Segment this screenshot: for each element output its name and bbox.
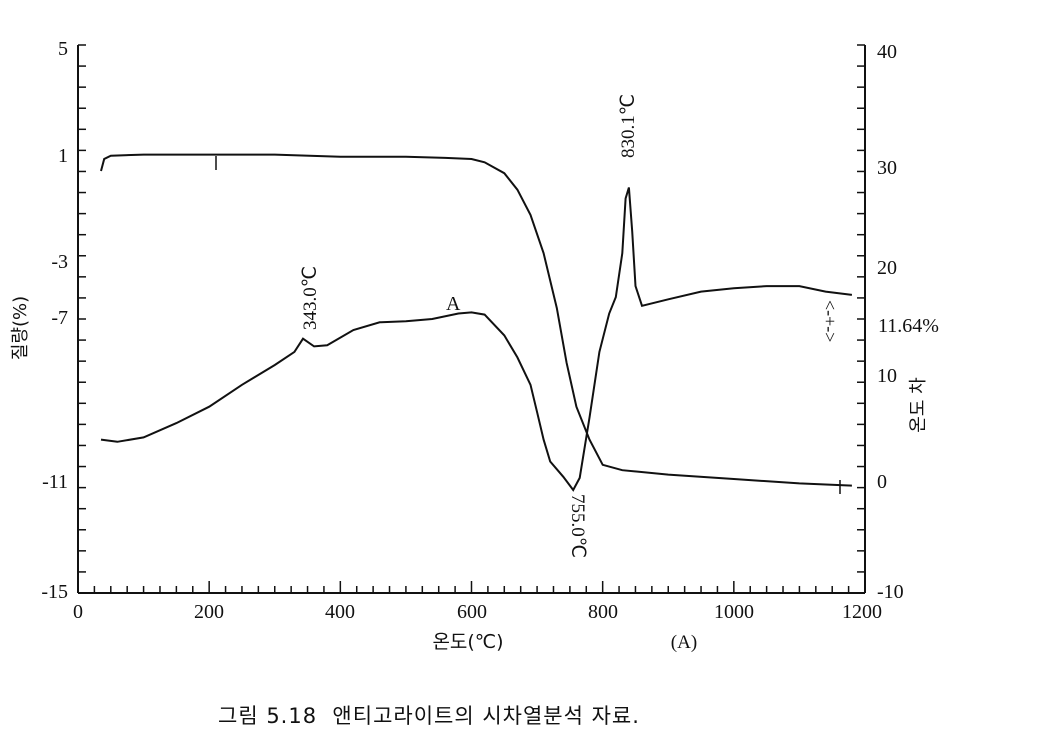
axes-frame <box>77 45 866 594</box>
x-tick-label-200: 200 <box>194 601 224 623</box>
tg-mass-curve <box>100 153 852 487</box>
y-left-tick-label-neg7: -7 <box>51 307 68 329</box>
trough-755-label: 755.0℃ <box>567 494 588 558</box>
dta-tg-chart: 0 200 400 600 800 1000 1200 5 1 -3 -7 -1… <box>10 38 939 653</box>
x-tick-label-1000: 1000 <box>714 601 754 623</box>
y-right-tick-label-40: 40 <box>877 41 897 63</box>
y-left-axis-label: 질량(%) <box>10 296 31 360</box>
x-axis-suffix-label: (A) <box>671 632 697 653</box>
y-right-tick-label-20: 20 <box>877 257 897 279</box>
x-tick-label-1200: 1200 <box>842 601 882 623</box>
y-left-tick-label-neg11: -11 <box>42 471 68 493</box>
peak-830-label: 830.1℃ <box>618 94 639 158</box>
dta-curve <box>100 187 853 492</box>
x-tick-label-0: 0 <box>73 601 83 623</box>
scale-arrow-label: <-+-> <box>820 300 840 342</box>
y-left-tick-label-1: 1 <box>58 145 68 167</box>
y-right-tick-label-neg10: -10 <box>877 581 904 603</box>
x-tick-label-400: 400 <box>325 601 355 623</box>
y-left-tick-label-neg3: -3 <box>51 251 68 273</box>
mass-loss-label: 11.64% <box>878 315 939 337</box>
y-left-tick-label-5: 5 <box>58 38 68 60</box>
y-right-tick-label-30: 30 <box>877 157 897 179</box>
x-tick-label-800: 800 <box>588 601 618 623</box>
y-right-axis-label: 온도 차 <box>908 377 929 433</box>
y-right-tick-label-10: 10 <box>877 365 897 387</box>
x-axis-label: 온도(℃) <box>432 631 503 653</box>
axis-ticks <box>77 44 866 594</box>
y-right-tick-label-0: 0 <box>877 471 887 493</box>
figure-caption: 그림 5.18 앤티고라이트의 시차열분석 자료. <box>218 704 640 728</box>
peak-343-label: 343.0℃ <box>300 266 321 330</box>
y-left-tick-label-neg15: -15 <box>41 581 68 603</box>
label-a: A <box>446 293 461 315</box>
x-tick-label-600: 600 <box>457 601 487 623</box>
